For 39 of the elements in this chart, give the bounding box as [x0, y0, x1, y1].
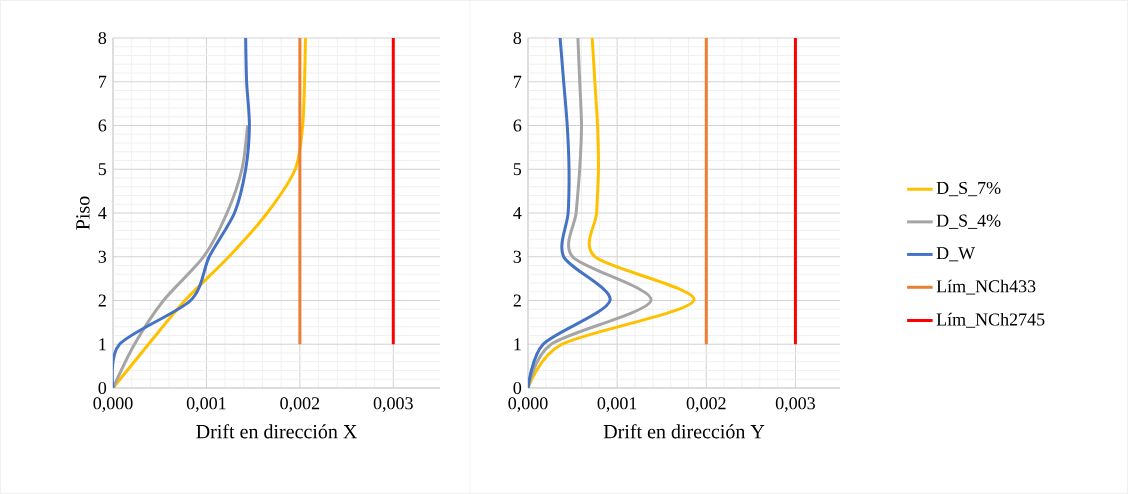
y-tick-label: 5 — [98, 163, 107, 176]
x-tick-label: 0,002 — [686, 397, 726, 412]
y-tick-label: 1 — [99, 338, 106, 351]
x-tick-label: 0,003 — [373, 397, 413, 412]
y-tick-label: 5 — [513, 163, 522, 176]
y-tick-label: 6 — [513, 119, 522, 132]
y-tick-label: 2 — [98, 294, 106, 307]
y-tick-label: 3 — [98, 250, 107, 263]
legend-label: Lím_NCh433 — [936, 279, 1036, 295]
line-series — [793, 37, 797, 346]
x-axis-title: Drift en dirección X — [196, 424, 357, 439]
y-tick-label: 8 — [513, 31, 522, 45]
y-tick-label: 2 — [513, 294, 521, 307]
y-tick-label: 3 — [513, 250, 522, 263]
y-axis-title: Piso — [76, 196, 90, 230]
y-tick-label: 8 — [98, 31, 107, 45]
line-series — [391, 37, 395, 346]
x-tick-label: 0,003 — [775, 397, 815, 412]
y-tick-label: 0 — [513, 381, 522, 395]
y-tick-label: 7 — [514, 75, 522, 88]
x-tick-label: 0,000 — [508, 397, 548, 412]
y-tick-label: 4 — [513, 207, 522, 219]
legend-label: D_S_7% — [936, 181, 1001, 197]
y-tick-label: 6 — [98, 119, 107, 132]
y-tick-label: 4 — [98, 207, 107, 219]
x-tick-label: 0,001 — [186, 397, 226, 412]
x-tick-label: 0,002 — [280, 397, 320, 412]
legend-label: D_W — [936, 247, 976, 262]
y-tick-label: 7 — [99, 75, 107, 88]
legend-label: D_S_4% — [936, 214, 1001, 229]
x-tick-label: 0,000 — [93, 397, 133, 412]
line-series — [113, 123, 250, 388]
y-tick-label: 1 — [514, 338, 521, 351]
line-series — [704, 37, 708, 346]
legend-label: Lím_NCh2745 — [936, 312, 1045, 328]
x-axis-title: Drift en dirección Y — [603, 424, 765, 439]
y-tick-label: 0 — [98, 381, 107, 395]
x-tick-label: 0,001 — [597, 397, 637, 412]
line-series — [298, 37, 302, 346]
